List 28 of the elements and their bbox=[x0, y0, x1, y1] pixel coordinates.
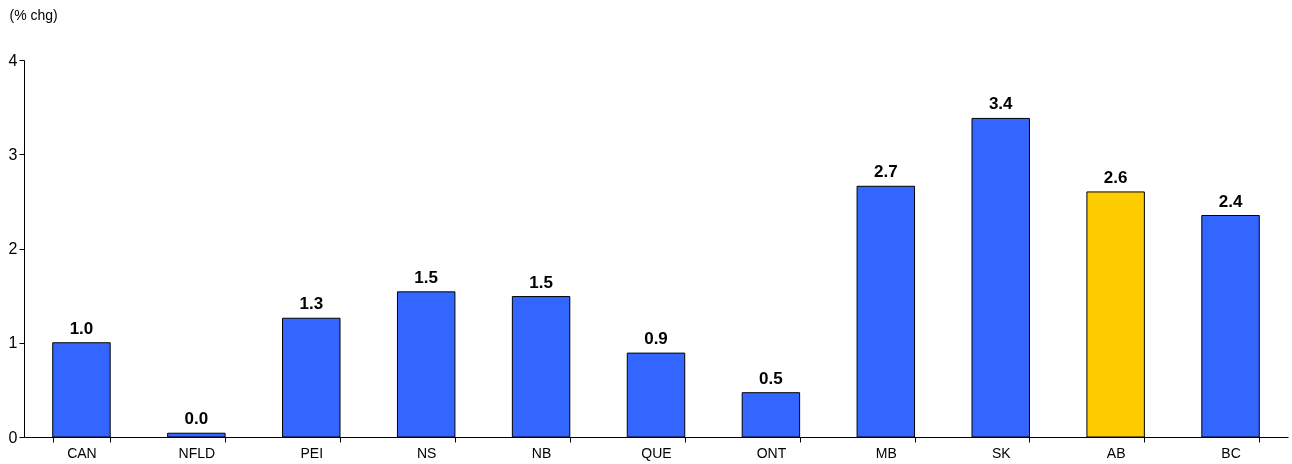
data-label: 2.4 bbox=[1218, 191, 1243, 211]
x-tick-label: MB bbox=[875, 444, 897, 461]
y-tick-label: 2 bbox=[8, 240, 18, 257]
y-tick-label: 4 bbox=[8, 51, 18, 69]
y-tick-label: 1 bbox=[8, 334, 18, 352]
y-tick-label: 0 bbox=[8, 428, 18, 446]
data-label: 1.0 bbox=[69, 318, 94, 338]
x-tick-label: SK bbox=[991, 444, 1012, 461]
data-label: 0.9 bbox=[644, 329, 668, 349]
x-tick-label: AB bbox=[1106, 444, 1126, 461]
x-tick-label: QUE bbox=[641, 444, 672, 461]
x-tick-label: NB bbox=[531, 444, 552, 461]
x-tick-label: BC bbox=[1221, 444, 1241, 461]
data-label: 1.3 bbox=[299, 294, 324, 314]
x-tick-label: NS bbox=[416, 444, 437, 461]
y-tick-label: 3 bbox=[8, 145, 18, 163]
y-axis-title: (% chg) bbox=[9, 6, 58, 23]
x-tick-label: CAN bbox=[67, 444, 97, 461]
data-label: 2.7 bbox=[874, 162, 898, 182]
data-label: 2.6 bbox=[1103, 167, 1128, 187]
x-tick-label: ONT bbox=[756, 444, 787, 461]
data-label: 0.5 bbox=[759, 368, 783, 388]
data-label: 1.5 bbox=[529, 272, 553, 292]
x-tick-label: PEI bbox=[300, 444, 324, 461]
data-label: 1.5 bbox=[414, 267, 438, 287]
data-label: 0.0 bbox=[184, 409, 209, 429]
x-tick-label: NFLD bbox=[178, 444, 216, 461]
data-label: 3.4 bbox=[988, 94, 1014, 114]
